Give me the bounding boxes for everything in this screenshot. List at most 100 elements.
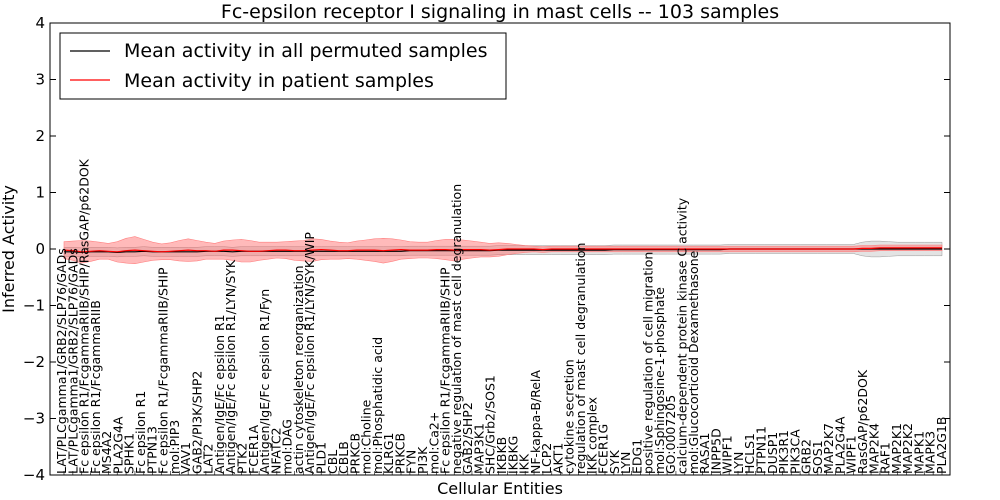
x-tick-label: SPHK1 — [122, 433, 137, 474]
x-tick-label: positive regulation of cell migration — [641, 252, 656, 474]
x-tick-labels: LAT/PLCgamma1/GRB2/SLP76/GADsLAT/PLCgamm… — [54, 158, 949, 474]
x-tick-label: Fc epsilon R1/FcgammaRIIB — [88, 300, 103, 474]
x-tick-label: VAV1 — [178, 442, 193, 474]
legend: Mean activity in all permuted samples Me… — [59, 32, 507, 100]
x-tick-label: GAB2/SHP2 — [460, 402, 475, 474]
y-tick-label: −1 — [23, 297, 45, 315]
x-tick-label: Antigen/IgE/Fc epsilon R1 — [212, 314, 227, 474]
x-tick-label: MAP2K4 — [866, 423, 881, 474]
x-tick-label: SHC/Grb2/SOS1 — [483, 375, 498, 474]
x-tick-label: MS4A2 — [99, 431, 114, 474]
x-tick-label: CBL — [325, 450, 340, 474]
x-tick-label: PIK3CA — [787, 429, 802, 474]
y-tick-label: −4 — [23, 466, 45, 484]
x-tick-label: SOS1 — [810, 440, 825, 474]
x-tick-label: Fc epsilon R1 — [133, 391, 148, 474]
x-tick-label: MAPK1 — [911, 431, 926, 474]
x-tick-label: Fc epsilon R1/FcgammaRIIB/SHIP — [156, 267, 171, 474]
legend-label-patient: Mean activity in patient samples — [124, 70, 434, 92]
x-tick-label: IKBKB — [494, 437, 509, 474]
x-tick-label: PTK2 — [235, 443, 250, 474]
x-tick-label: Antigen/IgE/Fc epsilon R1/LYN/SYK — [223, 259, 238, 474]
x-tick-label: RasGAP/p62DOK — [855, 369, 870, 474]
series-lines — [63, 247, 942, 254]
x-tick-label: Antigen/IgE/Fc epsilon R1/Fyn — [257, 289, 272, 474]
x-tick-label: PRKCB — [347, 433, 362, 474]
y-tick-label: 0 — [35, 240, 45, 258]
x-tick-label: AKT1 — [550, 443, 565, 474]
x-tick-label: mol:Ca2+ — [426, 412, 441, 474]
x-tick-label: RAF1 — [878, 442, 893, 474]
x-tick-label: LAT/PLCgamma1/GRB2/SLP76/GADs — [54, 248, 69, 474]
x-tick-label: WIPF1 — [844, 435, 859, 474]
x-tick-label: SYK — [607, 449, 622, 474]
x-tick-label: mol:Phosphatidic acid — [370, 337, 385, 474]
y-tick-label: −3 — [23, 410, 45, 428]
x-tick-label: mol:Glucocorticoid Dexamethasone — [686, 250, 701, 474]
x-tick-label: EDG1 — [629, 439, 644, 474]
x-tick-label: NFATC2 — [268, 427, 283, 474]
y-tick-label: 3 — [35, 71, 45, 89]
x-tick-label: mol:DAG — [280, 419, 295, 474]
x-tick-label: Fc epsilon R1/FcgammaRIIB/SHIP — [438, 267, 453, 474]
chart-title: Fc-epsilon receptor I signaling in mast … — [221, 1, 779, 23]
y-axis-ticks: −4 −3 −2 −1 0 1 2 3 4 — [23, 14, 950, 484]
x-tick-label: PIK3R1 — [776, 430, 791, 474]
x-tick-label: CBLB — [336, 441, 351, 474]
x-tick-label: PTPN11 — [754, 426, 769, 474]
y-tick-label: 2 — [35, 127, 45, 145]
x-tick-label: LAT2 — [201, 444, 216, 474]
x-tick-label: Antigen/IgE/Fc epsilon R1/LYN/SYK/WIP — [302, 232, 317, 474]
x-tick-label: IKK — [517, 453, 532, 474]
x-tick-label: mol:Choline — [359, 399, 374, 474]
x-tick-label: MAPK3 — [923, 431, 938, 474]
x-tick-label: FCER1G — [596, 424, 611, 474]
x-tick-label: DUSP1 — [765, 432, 780, 474]
x-tick-label: RASA1 — [697, 433, 712, 474]
x-tick-label: WIPF1 — [720, 435, 735, 474]
x-tick-label: MAP2K7 — [821, 423, 836, 474]
x-tick-label: INPP5D — [708, 428, 723, 474]
x-tick-label: IKK complex — [584, 397, 599, 474]
x-tick-label: PLD1 — [314, 442, 329, 474]
x-tick-label: FYN — [404, 450, 419, 474]
x-tick-label: mol:PIP3 — [167, 420, 182, 474]
x-tick-label: regulation of mast cell degranulation — [573, 243, 588, 474]
x-tick-label: Fc epsilon R1/FcgammaRIIB/SHIP/RasGAP/p6… — [77, 158, 92, 474]
x-tick-label: KLRG1 — [381, 433, 396, 475]
x-tick-label: NF-kappa-B/RelA — [528, 370, 543, 474]
y-tick-label: −2 — [23, 353, 45, 371]
legend-label-permuted: Mean activity in all permuted samples — [124, 40, 487, 62]
y-axis-label: Inferred Activity — [0, 185, 18, 313]
x-tick-label: LCP2 — [539, 443, 554, 474]
x-tick-label: LYN — [618, 452, 633, 474]
plot-frame — [49, 22, 951, 476]
x-tick-label: FCER1A — [246, 425, 261, 474]
x-tick-label: GO:0007205 — [663, 395, 678, 474]
x-tick-label: MAP2K2 — [900, 423, 915, 474]
x-tick-label: PTPN13 — [144, 426, 159, 474]
x-tick-label: mol:Sphingosine-1-phosphate — [652, 287, 667, 474]
x-tick-label: cytokine secretion — [562, 359, 577, 474]
x-tick-label: LYN — [731, 452, 746, 474]
x-tick-label: calcium-dependent protein kinase C activ… — [675, 197, 690, 474]
x-tick-label: PLA2G1B — [934, 416, 949, 474]
x-tick-label: LAT/PLCgamma1/GRB2/SLP76/GADs — [65, 248, 80, 474]
x-tick-label: IKBKG — [505, 436, 520, 474]
y-tick-label: 1 — [35, 184, 45, 202]
y-tick-label: 4 — [35, 14, 45, 32]
x-axis-label: Cellular Entities — [437, 479, 563, 498]
x-tick-label: PI3K — [415, 446, 430, 474]
x-tick-label: actin cytoskeleton reorganization — [291, 265, 306, 474]
x-tick-label: GAB2/PI3K/SHP2 — [189, 371, 204, 474]
x-tick-label: MAP2K1 — [889, 423, 904, 474]
x-tick-label: negative regulation of mast cell degranu… — [449, 184, 464, 474]
x-tick-label: MAP3K1 — [471, 423, 486, 474]
x-tick-label: GRB2 — [799, 439, 814, 474]
x-tick-label: HCLS1 — [742, 433, 757, 474]
x-tick-label: PLA2G4A — [110, 416, 125, 474]
series-line-patient — [63, 247, 942, 253]
legend-box — [59, 32, 507, 100]
x-tick-label: PLA2G4A — [833, 416, 848, 474]
